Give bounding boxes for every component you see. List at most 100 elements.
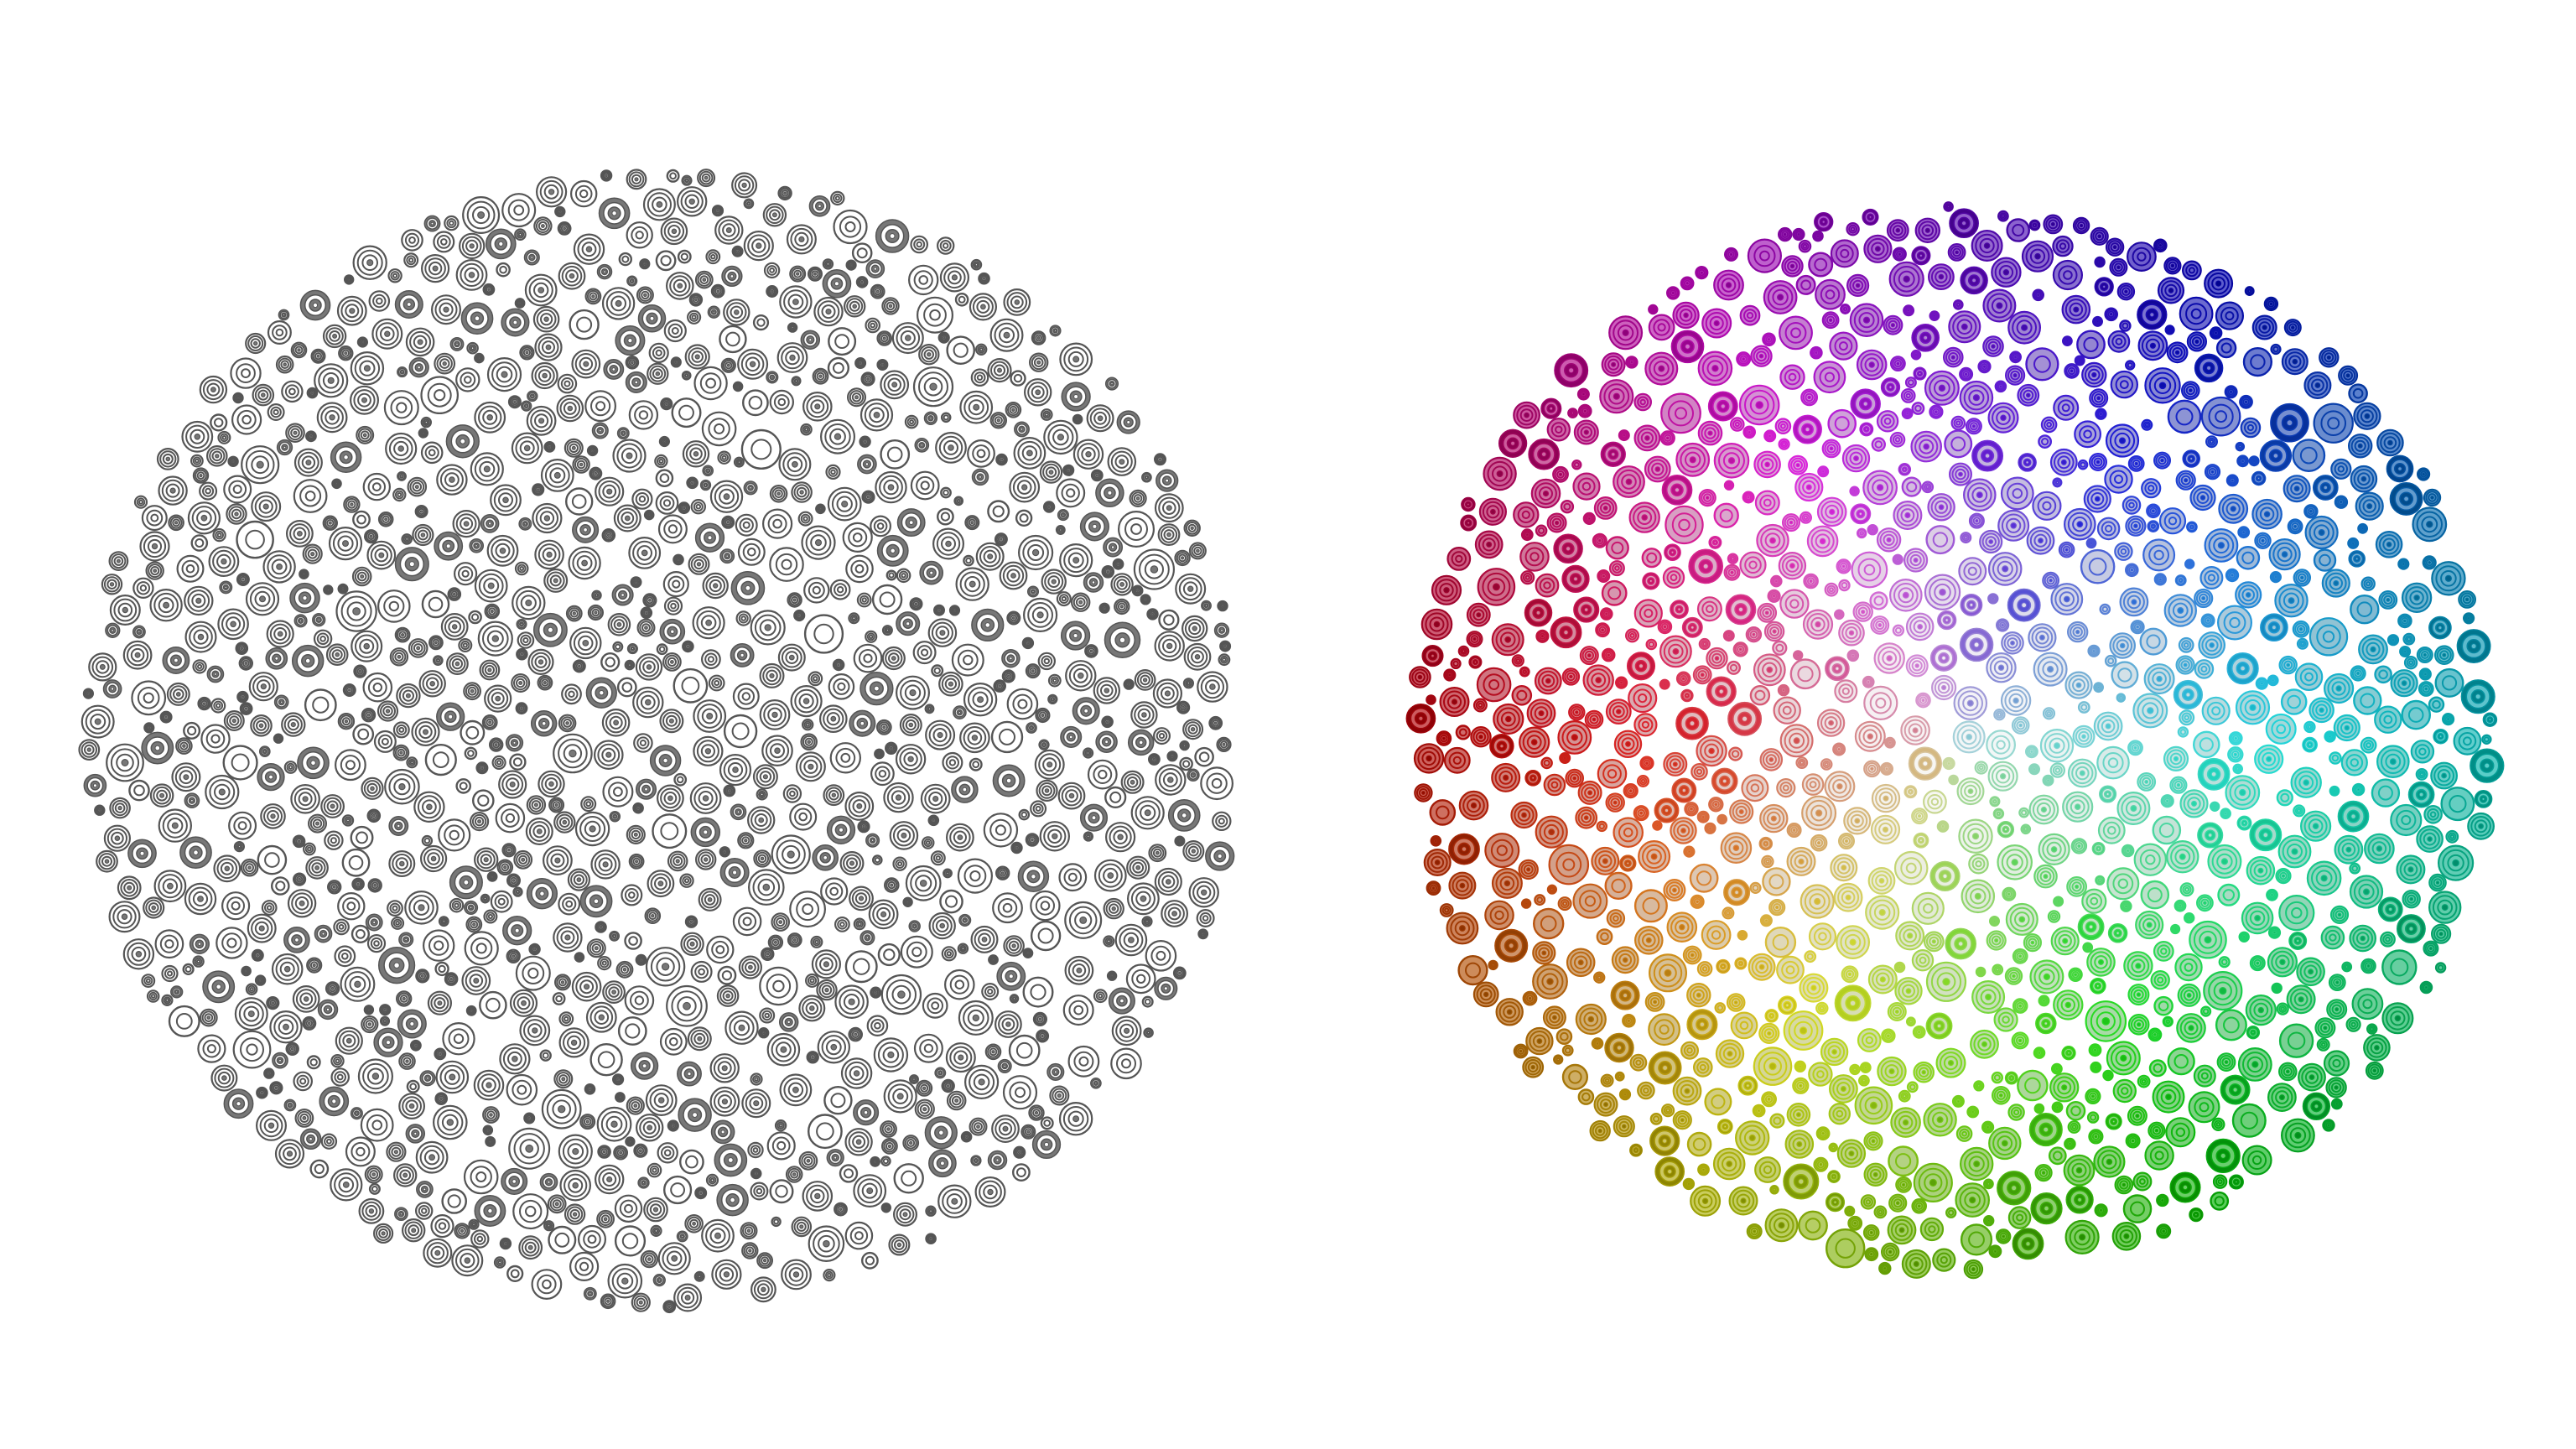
ring-cluster (583, 1286, 597, 1301)
ring-3 (783, 191, 787, 195)
ring-1 (499, 265, 507, 274)
ring-cluster (189, 933, 210, 954)
ring-3 (483, 465, 491, 473)
ring-cluster (1196, 908, 1215, 927)
ring-cluster (709, 480, 744, 513)
ring-3 (1062, 513, 1065, 517)
ring-cluster (245, 332, 267, 355)
ring-3 (976, 1124, 980, 1129)
ring-cluster (1056, 591, 1072, 607)
ring-3 (244, 707, 248, 710)
ring-cluster (586, 444, 599, 457)
ring-cluster (197, 1034, 226, 1063)
ring-cluster (176, 554, 205, 583)
ring-1 (471, 613, 480, 621)
ring-3 (420, 974, 424, 978)
ring-1 (856, 247, 868, 259)
ring-cluster (1014, 421, 1030, 438)
ring-cluster (752, 764, 778, 790)
ring-1 (756, 318, 766, 327)
ring-3 (704, 748, 712, 755)
ring-2 (667, 524, 678, 534)
ring-3 (727, 1157, 734, 1163)
ring-cluster (771, 912, 790, 932)
ring-3 (745, 584, 751, 591)
ring-cluster (357, 1058, 393, 1094)
ring-cluster (458, 637, 473, 652)
ring-3 (1205, 604, 1208, 607)
ring-cluster (464, 931, 499, 966)
ring-cluster (558, 714, 577, 733)
ring-3 (806, 1158, 811, 1163)
ring-2 (397, 492, 402, 497)
ring-3 (854, 395, 859, 400)
ring-cluster (853, 917, 866, 931)
ring-3 (464, 1257, 471, 1265)
ring-2 (1002, 902, 1013, 913)
ring-cluster (995, 453, 1008, 466)
ring-1 (678, 404, 694, 421)
ring-cluster (210, 698, 226, 714)
ring-cluster (916, 1079, 933, 1097)
ring-3 (317, 618, 320, 621)
ring-cluster (759, 966, 798, 1006)
ring-cluster (759, 699, 791, 730)
ring-cluster (937, 1184, 972, 1218)
ring-3 (442, 361, 447, 366)
monochrome-ring-disc (78, 169, 1235, 1314)
ring-cluster (312, 613, 326, 627)
ring-3 (799, 490, 804, 495)
ring-2 (346, 901, 356, 911)
ring-cluster (474, 1195, 506, 1227)
ring-cluster (388, 849, 416, 877)
ring-cluster (643, 509, 655, 521)
ring-2 (897, 861, 903, 867)
ring-3 (814, 538, 823, 547)
ring-3 (1164, 690, 1171, 697)
ring-3 (615, 299, 622, 307)
ring-cluster (345, 1136, 376, 1167)
ring-2 (438, 1222, 447, 1230)
ring-cluster (871, 584, 903, 615)
ring-cluster (1034, 749, 1065, 780)
ring-3 (570, 1039, 578, 1046)
ring-cluster (470, 452, 504, 486)
ring-3 (332, 885, 336, 889)
ring-cluster (666, 169, 680, 183)
ring-cluster (1058, 863, 1088, 892)
ring-3 (1200, 889, 1208, 896)
ring-3 (887, 1051, 895, 1059)
ring-3 (290, 721, 296, 728)
ring-3 (384, 330, 391, 337)
ring-cluster (1212, 811, 1232, 832)
ring-cluster (257, 844, 288, 875)
ring-cluster (662, 1175, 693, 1205)
ring-cluster (420, 254, 450, 283)
ring-3 (1002, 1125, 1009, 1132)
ring-2 (825, 262, 831, 267)
ring-2 (330, 837, 337, 844)
ring-3 (553, 471, 561, 479)
ring-cluster (572, 516, 600, 543)
ring-3 (830, 715, 837, 722)
ring-2 (205, 487, 211, 495)
ring-cluster (1060, 725, 1083, 748)
ring-cluster (162, 647, 190, 674)
ring-cluster (508, 1127, 551, 1170)
ring-cluster (624, 985, 655, 1015)
ring-cluster (875, 470, 907, 504)
ring-3 (831, 792, 837, 797)
ring-3 (354, 980, 361, 989)
ring-cluster (709, 1086, 740, 1117)
ring-3 (606, 488, 613, 495)
ring-3 (558, 210, 562, 213)
ring-cluster (640, 1249, 659, 1269)
ring-cluster (595, 476, 625, 506)
ring-cluster (331, 478, 342, 490)
ring-3 (297, 348, 301, 352)
ring-3 (214, 673, 217, 676)
ring-cluster (223, 475, 252, 504)
ring-cluster (741, 1242, 759, 1259)
ring-cluster (660, 217, 688, 246)
